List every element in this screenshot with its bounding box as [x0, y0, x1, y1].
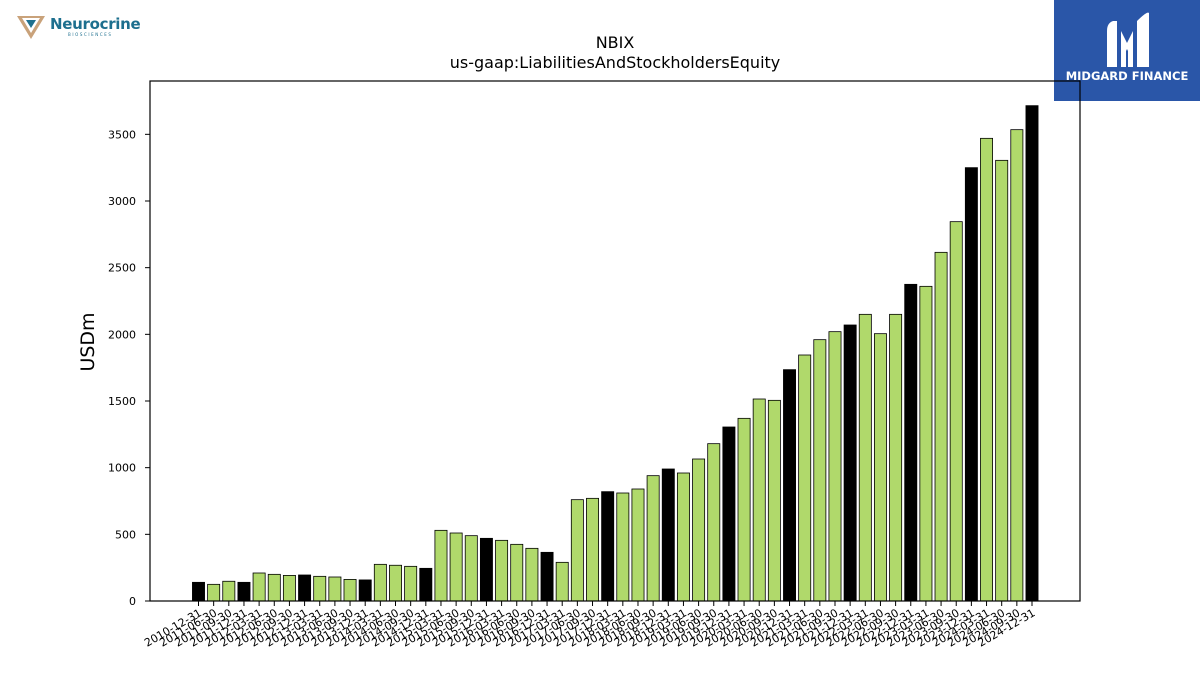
- brand-name: MIDGARD FINANCE: [1065, 69, 1189, 83]
- bar: [328, 576, 342, 602]
- bar: [919, 285, 933, 602]
- bar: [707, 443, 721, 602]
- bar: [495, 539, 509, 602]
- bar: [661, 468, 675, 602]
- bar: [358, 579, 372, 602]
- company-tagline: BIOSCIENCES: [68, 32, 113, 37]
- bar: [555, 561, 569, 602]
- bar: [298, 574, 312, 602]
- triangle-v-icon: [17, 16, 45, 39]
- bar: [752, 398, 766, 602]
- bar: [631, 488, 645, 602]
- bar: [980, 137, 993, 602]
- y-tick-label: 3500: [108, 128, 136, 141]
- bar: [964, 167, 978, 602]
- bar: [995, 159, 1009, 602]
- company-wordmark: Neurocrine: [50, 15, 141, 33]
- bar: [646, 475, 660, 602]
- bar: [813, 339, 827, 602]
- bar: [540, 551, 554, 602]
- bar: [889, 313, 903, 602]
- bar: [692, 458, 706, 602]
- bar: [343, 579, 357, 602]
- bar: [192, 581, 205, 602]
- bar: [237, 581, 251, 602]
- bar: [798, 354, 812, 602]
- brand-logo: MIDGARD FINANCE: [1054, 0, 1200, 101]
- chart-subtitle: us-gaap:LiabilitiesAndStockholdersEquity: [450, 53, 781, 72]
- y-axis-ticks: 0 500 1000 1500 2000 2500 3000 3500: [108, 128, 150, 608]
- bar: [616, 492, 630, 602]
- bar: [252, 572, 266, 602]
- y-tick-label: 3000: [108, 195, 136, 208]
- bar: [373, 563, 387, 602]
- bar: [419, 567, 433, 602]
- midgard-m-icon: [1107, 12, 1149, 67]
- bar: [479, 537, 493, 602]
- bar: [783, 369, 796, 602]
- bar: [737, 417, 751, 602]
- bar: [510, 543, 524, 602]
- chart-title: NBIX: [596, 33, 635, 52]
- bar: [858, 313, 872, 602]
- company-logo: Neurocrine BIOSCIENCES: [16, 14, 146, 42]
- bar: [434, 529, 448, 602]
- bar: [676, 472, 690, 602]
- y-tick-label: 1500: [108, 395, 136, 408]
- bar: [449, 532, 463, 602]
- bar: [282, 575, 296, 602]
- bar: [464, 535, 478, 602]
- plot-frame: [149, 80, 1081, 602]
- bar: [843, 324, 857, 602]
- bar: [222, 580, 236, 602]
- bar: [904, 283, 918, 602]
- bar: [722, 426, 736, 602]
- bar: [267, 573, 281, 602]
- bar: [873, 333, 887, 602]
- bar: [404, 565, 418, 602]
- x-axis-ticks: 2010-12-312011-06-302011-09-302011-12-31…: [142, 601, 1038, 650]
- bar: [601, 491, 615, 602]
- bar: [207, 583, 221, 602]
- bar: [1025, 105, 1039, 602]
- bar: [389, 564, 402, 602]
- bars: [192, 105, 1039, 602]
- bar: [949, 221, 963, 602]
- y-axis-label: USDm: [77, 312, 99, 371]
- y-tick-label: 0: [129, 595, 136, 608]
- bar: [586, 497, 599, 602]
- y-tick-label: 2500: [108, 262, 136, 275]
- bar: [313, 575, 327, 602]
- bar: [828, 331, 842, 602]
- bar: [1010, 129, 1024, 602]
- bar: [570, 499, 584, 602]
- bar: [767, 399, 781, 602]
- y-tick-label: 1000: [108, 462, 136, 475]
- bar: [525, 547, 539, 602]
- bar: [934, 251, 948, 602]
- y-tick-label: 2000: [108, 328, 136, 341]
- y-tick-label: 500: [115, 528, 136, 541]
